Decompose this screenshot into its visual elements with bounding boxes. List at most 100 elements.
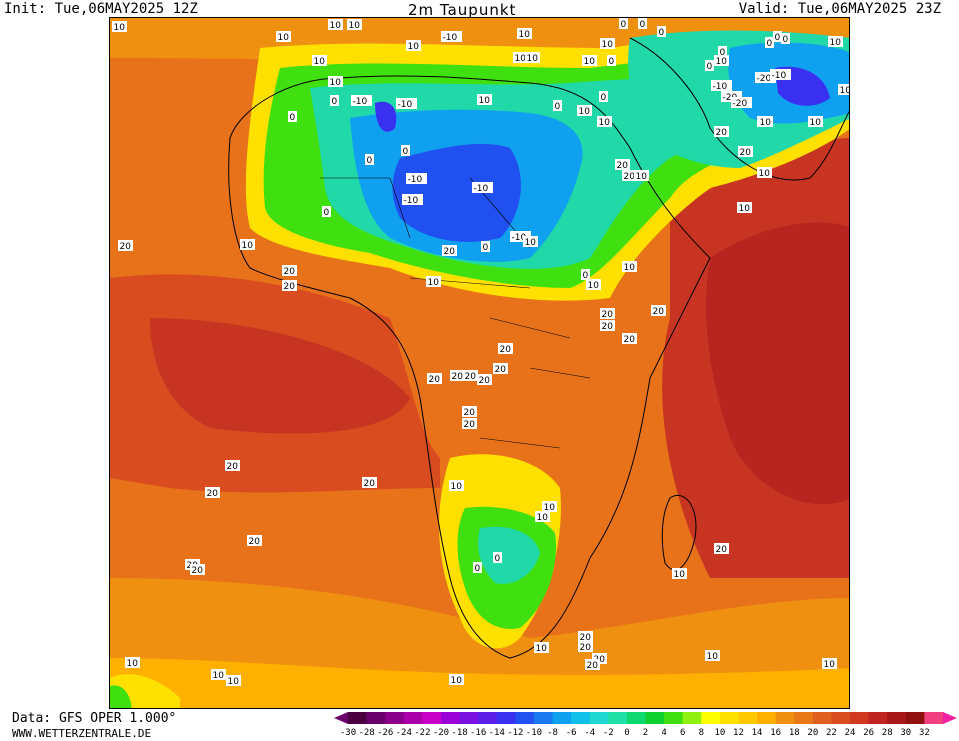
contour-label-bg [493,363,508,374]
contour-label-bg [112,21,127,32]
contour-label: 20 [587,661,599,671]
contour-label: 10 [599,118,611,128]
contour-label-bg [781,33,790,44]
legend-swatch [664,712,684,724]
contour-label-bg [330,95,339,106]
contour-label-bg [442,245,457,256]
contour-label: 10 [330,21,342,31]
legend-swatch [440,712,461,724]
contour-label-bg [402,194,423,205]
contour-label-bg [585,659,600,670]
legend-tick-label: 6 [679,728,686,738]
contour-label: 0 [475,564,481,574]
legend-swatch [719,712,739,724]
legend-tick-label: 32 [918,728,930,738]
contour-label-bg [282,265,297,276]
contour-label: 20 [500,345,512,355]
contour-label: 20 [465,372,477,382]
contour-label: 10 [584,57,596,67]
legend-tick-label: 18 [788,728,800,738]
legend-swatch [812,712,832,724]
contour-label: 10 [739,204,751,214]
contour-label-bg [714,126,729,137]
legend-tick-label: -2 [602,728,614,738]
contour-label: 20 [227,462,239,472]
contour-label: 20 [479,376,491,386]
contour-label: 20 [207,489,219,499]
contour-label-bg [396,98,417,109]
contour-label-bg [600,320,615,331]
contour-label-bg [125,657,140,668]
contour-label: 0 [707,62,713,72]
contour-label-bg [462,418,477,429]
contour-label: 10 [824,660,836,670]
contour-label-bg [190,564,205,575]
contour-label: -10 [404,196,419,206]
contour-label-bg [347,19,362,30]
legend-swatch [645,712,665,724]
contour-label: -10 [443,33,458,43]
contour-label: 20 [740,148,752,158]
contour-label: 0 [640,20,646,30]
dewpoint-map[interactable]: 10 10 10 10 10 -10 10 10 10 10 10 0 0 0 0 0 0 0 10 10 0 -10 -1… [109,17,850,709]
contour-label-bg [276,31,291,42]
contour-label: 10 [830,38,842,48]
contour-label: 10 [840,86,851,96]
contour-label-bg [651,305,666,316]
contour-label-bg [721,91,742,102]
legend-tick-label: -30 [339,728,357,738]
contour-label-bg [714,55,729,66]
color-legend: -30 -28 -26 -24 -22 -20 -18 -16 -14 -12 -10 -8 -6 -4-… [334,712,957,740]
contour-label-bg [513,52,528,63]
contour-label: -10 [713,82,728,92]
contour-label: 0 [367,156,373,166]
contour-label-bg [462,406,477,417]
contour-label-bg [770,69,791,80]
legend-swatch [868,712,888,724]
contour-label: 0 [403,147,409,157]
contour-label-bg [599,91,608,102]
legend-tick-label: -12 [507,728,524,738]
southern-ocean-edge [110,658,849,708]
contour-label: -10 [474,184,489,194]
contour-label-bg [808,116,823,127]
contour-label: 0 [583,271,589,281]
contour-label: 10 [760,118,772,128]
contour-label: 10 [213,671,225,681]
contour-label: 10 [228,677,240,687]
contour-label-bg [828,36,843,47]
contour-label: 20 [624,172,636,182]
contour-label-bg [225,460,240,471]
contour-label-bg [577,105,592,116]
legend-swatch [905,712,925,724]
legend-tick-label: -24 [395,728,412,738]
contour-label-bg [449,480,464,491]
contour-label: 0 [495,554,501,564]
legend-tick-label: 26 [863,728,875,738]
contour-label-bg [211,669,226,680]
contour-label: 10 [349,21,361,31]
contour-label-bg [362,477,377,488]
legend-tick-label: -18 [451,728,468,738]
contour-label-bg [450,370,465,381]
contour-label-bg [463,370,478,381]
contour-label-bg [441,31,462,42]
legend-swatch [348,712,368,724]
contour-label-bg [481,241,490,252]
contour-label-bg [714,543,729,554]
legend-swatch [924,712,944,724]
legend-swatch [831,712,851,724]
legend-swatch [533,712,554,724]
legend-tick-label: -14 [488,728,505,738]
contour-label-bg [328,19,343,30]
contour-label: 10 [451,676,463,686]
contour-label: 0 [621,20,627,30]
contour-label-bg [525,52,540,63]
contour-label-bg [406,40,421,51]
legend-tick-label: 8 [698,728,704,738]
atlantic-core-zone [150,318,410,434]
contour-label-bg [592,653,607,664]
legend-swatch [366,712,386,724]
contour-label-bg [288,111,297,122]
